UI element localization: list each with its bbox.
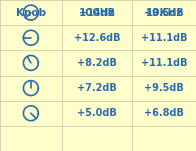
Text: 100Hz: 100Hz (79, 8, 115, 18)
Text: +7.2dB: +7.2dB (77, 83, 117, 93)
Text: +12.6dB: +12.6dB (74, 33, 120, 43)
Text: Knob: Knob (16, 8, 46, 18)
Text: +11.1dB: +11.1dB (141, 58, 187, 68)
Text: +5.0dB: +5.0dB (77, 108, 117, 118)
Text: +6.8dB: +6.8dB (144, 108, 184, 118)
Text: +9.5dB: +9.5dB (144, 8, 184, 18)
Text: +8.2dB: +8.2dB (77, 58, 117, 68)
Text: +9.5dB: +9.5dB (144, 83, 184, 93)
Text: 10KHz: 10KHz (145, 8, 183, 18)
Text: +11.1dB: +11.1dB (141, 33, 187, 43)
Text: +14dB: +14dB (79, 8, 115, 18)
